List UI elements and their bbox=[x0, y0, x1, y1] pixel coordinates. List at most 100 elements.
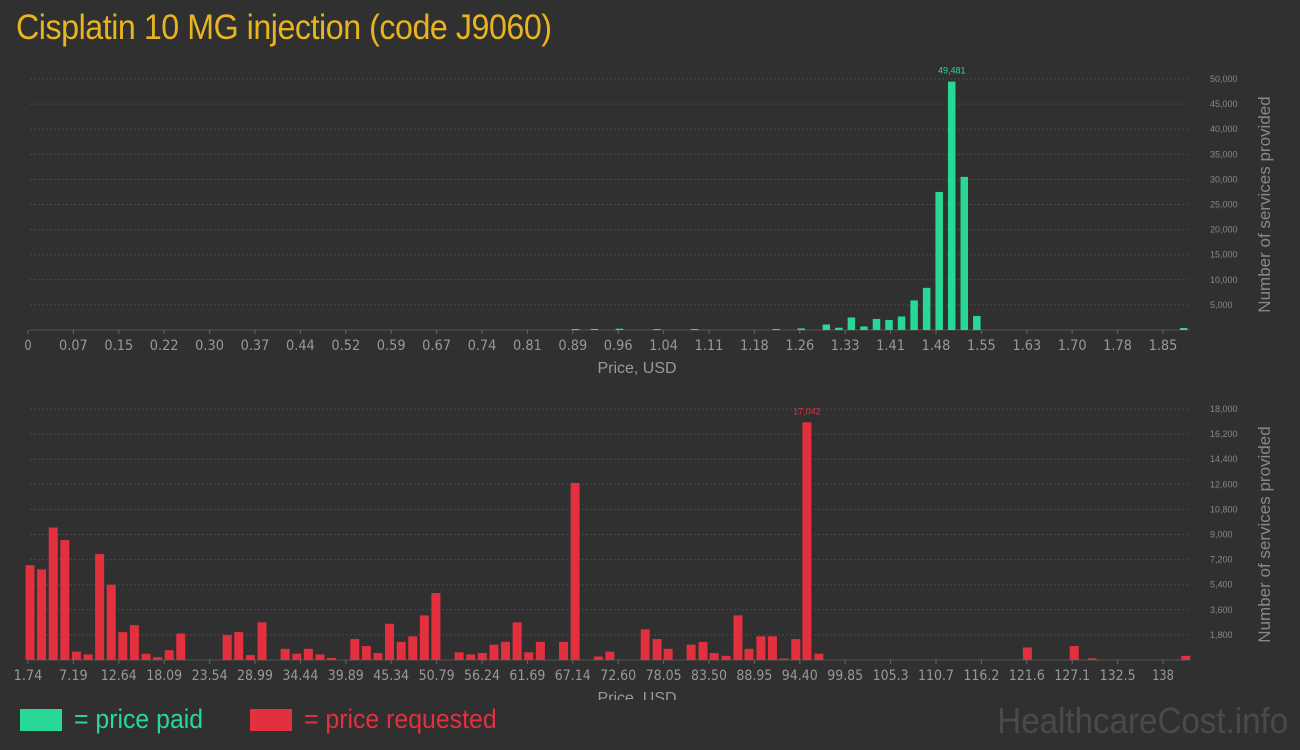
bar bbox=[973, 315, 981, 330]
bar bbox=[129, 625, 139, 660]
peak-label: 17,042 bbox=[793, 406, 821, 416]
bar bbox=[83, 654, 93, 660]
bar bbox=[590, 329, 599, 330]
bar bbox=[234, 632, 244, 660]
bar bbox=[489, 644, 499, 660]
x-tick-label: 0.96 bbox=[604, 338, 633, 354]
y-tick-label: 15,000 bbox=[1210, 250, 1238, 260]
bar bbox=[95, 554, 105, 660]
watermark: HealthcareCost.info bbox=[997, 700, 1288, 741]
bar bbox=[802, 422, 812, 660]
x-tick-label: 1.70 bbox=[1058, 338, 1087, 354]
bar bbox=[48, 527, 58, 660]
y-tick-label: 3,600 bbox=[1210, 605, 1233, 615]
x-tick-label: 1.78 bbox=[1103, 338, 1132, 354]
x-tick-label: 72.60 bbox=[600, 668, 636, 684]
x-tick-label: 88.95 bbox=[736, 668, 772, 684]
bar bbox=[559, 641, 569, 660]
bar bbox=[512, 622, 522, 660]
bar bbox=[1179, 327, 1188, 330]
bar bbox=[835, 327, 843, 330]
bar bbox=[141, 653, 151, 660]
x-tick-label: 105.3 bbox=[873, 668, 909, 684]
x-tick-label: 1.74 bbox=[14, 668, 43, 684]
bar bbox=[466, 654, 476, 660]
bar bbox=[106, 584, 116, 660]
y-tick-label: 40,000 bbox=[1210, 124, 1238, 134]
bar bbox=[292, 653, 302, 660]
bar bbox=[524, 652, 534, 660]
bar bbox=[570, 482, 580, 660]
x-tick-label: 0.81 bbox=[513, 338, 542, 354]
x-tick-label: 1.63 bbox=[1012, 338, 1041, 354]
bar bbox=[71, 651, 81, 660]
bar bbox=[767, 636, 777, 660]
bar bbox=[477, 653, 487, 660]
bar bbox=[910, 300, 918, 330]
bar bbox=[280, 648, 290, 660]
x-tick-label: 0.37 bbox=[241, 338, 270, 354]
y-tick-label: 12,600 bbox=[1210, 479, 1238, 489]
bar bbox=[686, 644, 696, 660]
x-tick-label: 1.41 bbox=[876, 338, 905, 354]
x-axis-title: Price, USD bbox=[597, 690, 676, 700]
bar bbox=[419, 615, 429, 660]
x-tick-label: 18.09 bbox=[146, 668, 182, 684]
y-tick-label: 30,000 bbox=[1210, 174, 1238, 184]
legend-requested-swatch bbox=[250, 708, 292, 731]
x-tick-label: 39.89 bbox=[328, 668, 364, 684]
price-requested-chart: 1,800 3,600 5,400 7,200 9,000 10,800 12,600 14,… bbox=[14, 404, 1274, 700]
legend-requested-label: = price requested bbox=[304, 704, 497, 734]
legend-paid: = price paid bbox=[20, 704, 214, 735]
bar bbox=[315, 654, 325, 660]
bar bbox=[733, 615, 743, 660]
x-tick-label: 45.34 bbox=[373, 668, 409, 684]
y-tick-label: 14,400 bbox=[1210, 454, 1238, 464]
bar bbox=[222, 634, 232, 660]
x-tick-label: 83.50 bbox=[691, 668, 727, 684]
bar bbox=[797, 328, 805, 330]
bar bbox=[1181, 655, 1191, 660]
bar bbox=[721, 655, 731, 660]
bar bbox=[772, 329, 780, 330]
x-tick-label: 0.07 bbox=[59, 338, 88, 354]
bar bbox=[690, 329, 699, 330]
bar bbox=[361, 646, 371, 660]
x-tick-label: 99.85 bbox=[827, 668, 863, 684]
bar bbox=[37, 569, 47, 660]
y-tick-label: 9,000 bbox=[1210, 530, 1233, 540]
y-tick-label: 20,000 bbox=[1210, 225, 1238, 235]
x-tick-label: 138 bbox=[1152, 668, 1174, 684]
bar bbox=[640, 629, 650, 660]
bar bbox=[947, 81, 956, 330]
bar bbox=[327, 657, 337, 660]
peak-label: 49,481 bbox=[938, 66, 966, 76]
bar bbox=[885, 319, 893, 330]
bar bbox=[25, 565, 35, 660]
bar bbox=[605, 651, 615, 660]
bar bbox=[396, 641, 406, 660]
x-tick-label: 127.1 bbox=[1054, 668, 1090, 684]
y-tick-label: 18,000 bbox=[1210, 404, 1238, 414]
y-tick-label: 10,800 bbox=[1210, 504, 1238, 514]
legend-requested: = price requested bbox=[250, 704, 513, 735]
bar bbox=[1087, 658, 1097, 660]
x-tick-label: 132.5 bbox=[1100, 668, 1136, 684]
chart-title: Cisplatin 10 MG injection (code J9060) bbox=[16, 8, 552, 47]
bar bbox=[1022, 647, 1032, 660]
bar bbox=[935, 191, 943, 330]
y-tick-label: 35,000 bbox=[1210, 149, 1238, 159]
bar bbox=[897, 316, 906, 330]
bar bbox=[408, 636, 418, 660]
y-tick-label: 10,000 bbox=[1210, 275, 1238, 285]
x-tick-label: 1.18 bbox=[740, 338, 769, 354]
x-tick-label: 1.33 bbox=[831, 338, 860, 354]
price-paid-chart: 5,000 10,000 15,000 20,000 25,000 30,000 35,00… bbox=[24, 66, 1274, 377]
x-tick-label: 61.69 bbox=[509, 668, 545, 684]
x-tick-label: 0.74 bbox=[468, 338, 497, 354]
x-tick-label: 28.99 bbox=[237, 668, 273, 684]
x-tick-label: 94.40 bbox=[782, 668, 818, 684]
x-tick-label: 0.52 bbox=[331, 338, 360, 354]
x-tick-label: 0.22 bbox=[150, 338, 179, 354]
x-tick-label: 0.67 bbox=[422, 338, 451, 354]
